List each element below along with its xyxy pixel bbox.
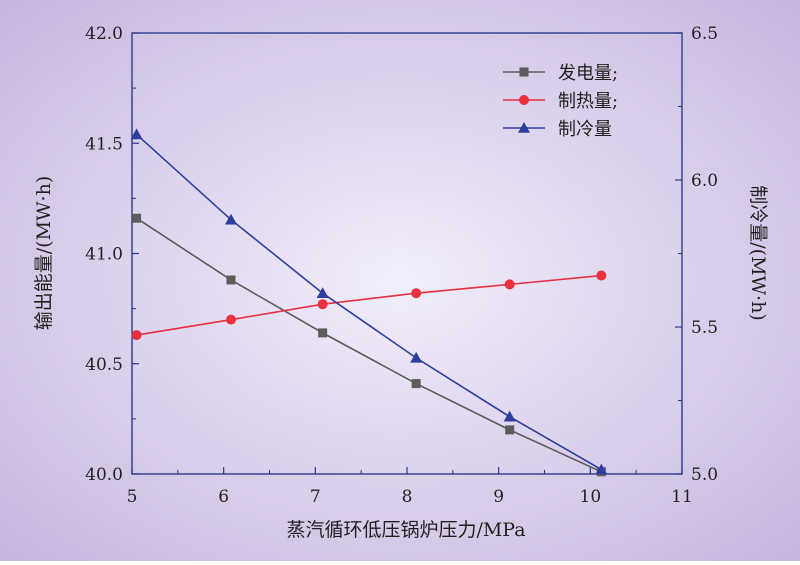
x-tick-label: 6 (218, 487, 229, 507)
y-right-tick-label: 6.0 (691, 171, 718, 191)
data-point (316, 287, 329, 298)
legend-label: 发电量; (558, 63, 618, 84)
data-point (505, 425, 515, 435)
x-tick-label: 9 (493, 487, 504, 507)
y-right-tick-label: 5.0 (691, 465, 718, 485)
y-axis-left-label: 输出能量/(MW·h) (33, 176, 55, 331)
data-point (317, 299, 328, 310)
x-tick-label: 11 (671, 487, 693, 507)
y-right-tick-label: 5.5 (691, 318, 718, 338)
legend-marker (519, 67, 529, 77)
data-point (595, 463, 608, 475)
series-line (136, 217, 602, 473)
x-tick-label: 7 (310, 487, 321, 507)
data-point (130, 128, 143, 140)
data-point (503, 410, 516, 422)
data-point (318, 328, 328, 338)
data-point (226, 275, 236, 285)
series-group-3 (130, 128, 608, 475)
y-left-tick-label: 41.0 (85, 245, 123, 265)
legend-label: 制冷量 (558, 119, 612, 140)
legend: 发电量; 制热量; 制冷量 (503, 63, 618, 140)
data-point (226, 314, 236, 325)
data-point (131, 330, 142, 341)
legend-label: 制热量; (558, 91, 618, 112)
data-point (596, 270, 607, 281)
y-left-tick-label: 40.5 (85, 355, 123, 375)
data-point (504, 279, 515, 290)
y-axis-right-label: 制冷量/(MW·h) (747, 185, 769, 321)
y-left-tick-label: 40.0 (85, 465, 123, 485)
series-line (136, 274, 602, 336)
legend-marker (519, 95, 529, 105)
data-point (225, 213, 237, 225)
data-point (132, 213, 142, 223)
data-point (411, 288, 422, 299)
y-right-tick-label: 6.5 (691, 24, 718, 44)
y-left-tick-label: 41.5 (85, 134, 123, 154)
x-tick-label: 8 (402, 487, 413, 507)
data-point (411, 379, 421, 389)
x-tick-label: 10 (580, 487, 602, 507)
legend-marker (518, 122, 530, 133)
series-group-2 (131, 270, 607, 341)
x-axis-label: 蒸汽循环低压锅炉压力/MPa (286, 519, 525, 541)
x-tick-label: 5 (127, 487, 138, 507)
data-point (410, 351, 423, 363)
series-line (136, 133, 602, 471)
y-left-tick-label: 42.0 (85, 24, 123, 44)
